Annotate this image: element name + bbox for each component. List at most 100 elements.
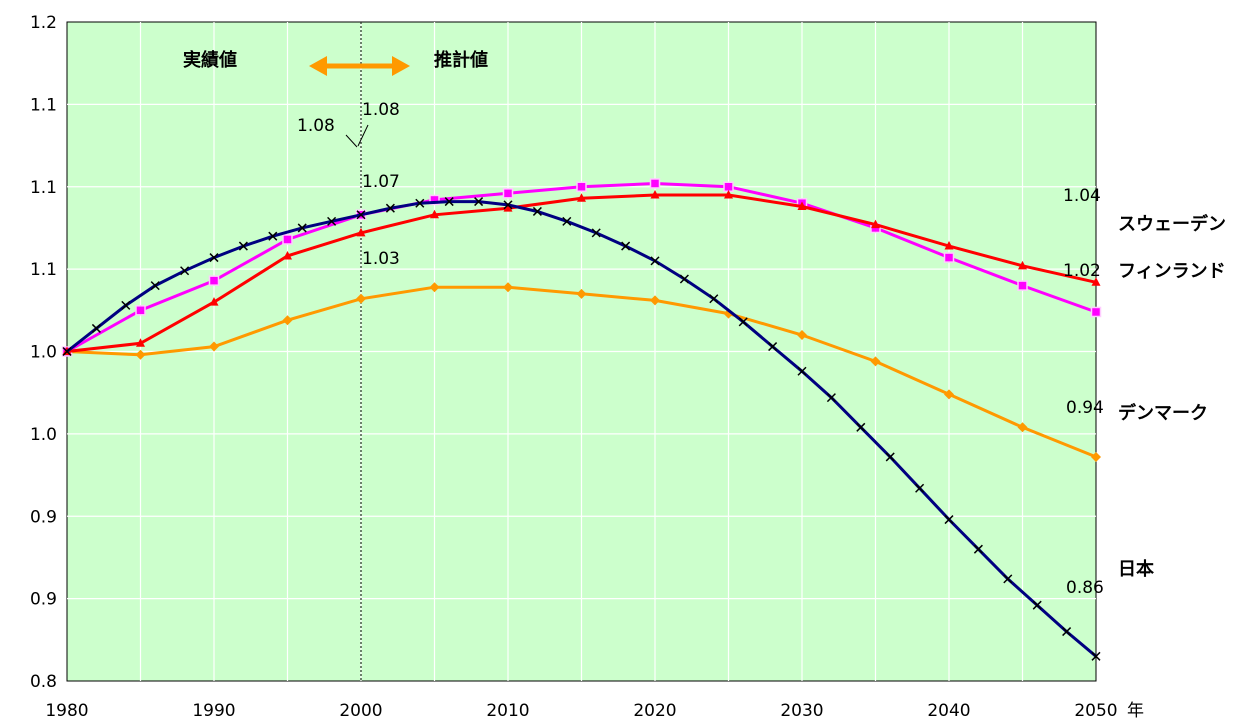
annotation-leader-2 — [357, 124, 369, 147]
data-point — [209, 341, 219, 352]
series-end-value-japan: 0.86 — [1066, 578, 1104, 598]
data-point — [502, 188, 514, 199]
data-point — [797, 366, 807, 376]
series-0 — [62, 189, 1101, 355]
data-point — [709, 294, 719, 304]
data-point — [591, 228, 601, 238]
data-point — [871, 219, 880, 229]
data-point — [282, 315, 293, 326]
double-arrow-icon — [309, 56, 410, 76]
data-point — [650, 189, 660, 199]
data-point — [135, 349, 146, 360]
y-tick-label: 1.2 — [30, 13, 57, 33]
y-tick-label: 1.1 — [30, 260, 57, 280]
x-tick-label: 1980 — [45, 701, 88, 721]
data-point — [885, 452, 895, 462]
data-point — [121, 300, 131, 310]
annotation-value: 1.03 — [362, 249, 400, 269]
data-point — [415, 198, 425, 208]
y-tick-label: 1.0 — [30, 343, 57, 363]
series-end-value-finland: 1.02 — [1063, 261, 1101, 281]
data-point — [136, 338, 145, 347]
data-point — [856, 422, 866, 432]
data-point — [1062, 627, 1072, 637]
y-tick-label: 0.8 — [30, 672, 57, 692]
data-point — [1017, 280, 1028, 291]
data-point — [429, 194, 440, 206]
data-point — [209, 297, 219, 306]
tick-labels: 0.8 0.9 0.9 1.0 1.0 1.1 1.1 1.1 1.2 1980 1990 2000 2… — [30, 13, 1118, 721]
data-point — [135, 305, 146, 316]
region-label-actual: 実績値 — [183, 49, 237, 71]
series-end-value-denmark: 0.94 — [1066, 398, 1104, 418]
data-point — [650, 256, 660, 266]
series-layer — [61, 178, 1102, 661]
data-point — [1032, 600, 1042, 610]
data-point — [650, 295, 660, 306]
data-point — [649, 178, 661, 189]
y-tick-label: 0.9 — [30, 590, 57, 610]
data-point — [503, 282, 513, 293]
series-line — [66, 200, 1097, 658]
data-point — [621, 241, 631, 251]
data-point — [532, 206, 542, 216]
data-point — [208, 275, 220, 286]
annotation-value: 1.08 — [362, 100, 400, 120]
data-point — [562, 216, 572, 226]
data-point — [797, 201, 807, 211]
data-point — [444, 197, 454, 207]
data-point — [356, 210, 366, 220]
data-point — [577, 193, 586, 202]
data-point — [1018, 260, 1027, 270]
data-point — [356, 227, 366, 237]
x-tick-label: 2040 — [927, 701, 970, 721]
annotation-leader-1 — [345, 134, 358, 148]
grid-lines — [67, 22, 1096, 681]
data-point — [356, 293, 366, 304]
data-point — [944, 515, 954, 525]
data-point — [679, 274, 689, 284]
series-end-value-sweden: 1.04 — [1063, 186, 1101, 206]
y-tick-label: 1.1 — [30, 178, 57, 198]
y-tick-label: 1.0 — [30, 425, 57, 445]
y-tick-label: 0.9 — [30, 507, 57, 527]
series-name-japan: 日本 — [1118, 558, 1154, 580]
region-label-estimate: 推計値 — [434, 49, 488, 71]
data-point — [430, 209, 439, 219]
data-point — [576, 181, 587, 192]
data-point — [180, 266, 190, 276]
series-3 — [62, 197, 1101, 661]
data-point — [797, 330, 807, 341]
data-point — [327, 216, 337, 226]
data-point — [1091, 277, 1101, 286]
data-point — [429, 282, 440, 293]
annotation-value: 1.07 — [362, 172, 400, 192]
data-point — [768, 342, 778, 352]
data-point — [870, 356, 881, 367]
x-tick-label: 2000 — [339, 701, 382, 721]
data-point — [150, 281, 160, 291]
series-name-finland: フィンランド — [1118, 261, 1226, 282]
x-tick-label: 2010 — [486, 701, 529, 721]
data-point — [209, 253, 219, 263]
series-name-sweden: スウェーデン — [1118, 213, 1226, 235]
data-point — [474, 197, 484, 207]
data-point — [576, 288, 587, 299]
data-point — [91, 323, 101, 333]
data-point — [503, 203, 513, 212]
data-point — [915, 483, 925, 493]
data-point — [1091, 651, 1101, 661]
y-tick-label: 1.1 — [30, 95, 57, 115]
data-point — [503, 200, 513, 210]
x-tick-label: 1990 — [192, 701, 235, 721]
x-tick-label: 2020 — [633, 701, 676, 721]
x-axis-unit: 年 — [1127, 701, 1144, 721]
data-point — [297, 223, 307, 233]
x-tick-label: 2050 — [1074, 701, 1117, 721]
data-point — [723, 181, 734, 192]
data-point — [238, 241, 248, 251]
data-point — [1091, 451, 1101, 462]
data-point — [943, 252, 955, 263]
series-name-denmark: デンマーク — [1118, 402, 1208, 424]
